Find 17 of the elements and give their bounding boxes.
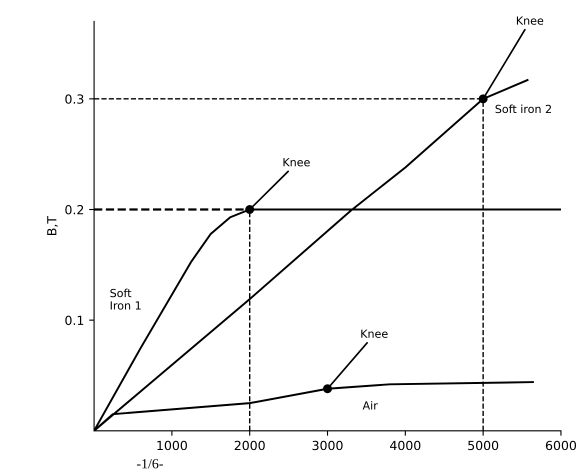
x-tick-label: 4000 [390, 440, 420, 450]
text: -1/6- [136, 459, 163, 468]
series-label: Soft Iron 1 [110, 288, 141, 310]
x-tick-label: 2000 [234, 440, 265, 450]
x-tick-label: 3000 [312, 440, 343, 450]
y-tick-label: 0.3 [65, 94, 84, 104]
series-label: Air [362, 401, 378, 410]
annotation: Knee [361, 330, 388, 338]
x-tick-label: 6000 [546, 440, 576, 450]
y-axis-title: B,T [47, 216, 58, 235]
annotation: Knee [516, 16, 544, 25]
x-tick-label: 5000 [468, 440, 498, 450]
series-label: Soft iron 2 [496, 104, 551, 114]
annotation: Knee [283, 158, 310, 166]
x-tick-label: 1000 [157, 440, 187, 450]
y-tick-label: 0.1 [65, 316, 84, 326]
y-tick-label: 0.2 [65, 204, 84, 214]
